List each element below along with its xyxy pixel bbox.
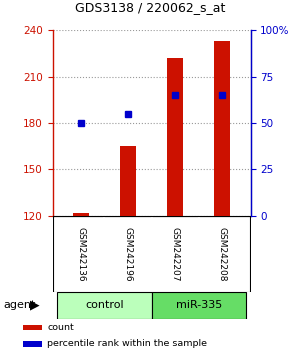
Text: GSM242196: GSM242196 bbox=[123, 227, 132, 281]
Bar bbox=[152, 292, 246, 319]
Bar bbox=[120, 146, 136, 216]
Text: GDS3138 / 220062_s_at: GDS3138 / 220062_s_at bbox=[75, 1, 225, 14]
Text: GSM242207: GSM242207 bbox=[171, 227, 180, 281]
Text: agent: agent bbox=[3, 300, 35, 310]
Text: control: control bbox=[85, 300, 124, 310]
Bar bbox=[23, 341, 42, 347]
Text: miR-335: miR-335 bbox=[176, 300, 222, 310]
Text: GSM242136: GSM242136 bbox=[76, 227, 85, 281]
Bar bbox=[214, 41, 230, 216]
Bar bbox=[57, 292, 152, 319]
Bar bbox=[73, 213, 89, 216]
Bar bbox=[167, 58, 183, 216]
Text: count: count bbox=[47, 323, 74, 332]
Text: ▶: ▶ bbox=[30, 299, 39, 312]
Text: GSM242208: GSM242208 bbox=[218, 227, 227, 281]
Text: percentile rank within the sample: percentile rank within the sample bbox=[47, 339, 207, 348]
Bar bbox=[23, 325, 42, 330]
